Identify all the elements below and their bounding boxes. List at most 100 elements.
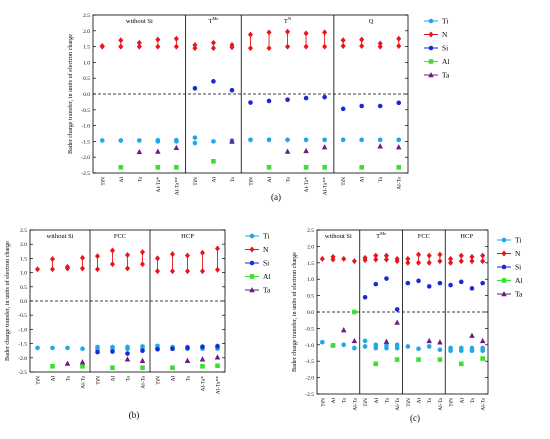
panel-2-point-al (330, 343, 336, 348)
panel-1-ylabel: Bader charge transfer, in units of elect… (4, 241, 11, 361)
panel-0-point-n (247, 45, 254, 52)
panel-0-category-label: Al-Ta** (323, 177, 329, 195)
panel-0-legend-marker-al (428, 59, 434, 64)
panel-1-category-label: Al-Ta (141, 375, 147, 388)
panel-2-point-ti (320, 339, 325, 345)
panel-0-point-ti (100, 137, 105, 143)
panel-2-point-n (480, 258, 486, 265)
panel-0-point-n (266, 45, 272, 52)
panel-0-point-al (396, 165, 402, 170)
panel-1-point-si (140, 348, 145, 354)
panel-2-point-n (383, 252, 389, 259)
panel-0-point-n (396, 35, 402, 42)
panel-0-group-title: TMe (208, 16, 218, 25)
panel-0-point-si (229, 87, 235, 93)
panel-2-legend-marker-al (501, 278, 507, 283)
panel-0-point-ta (321, 144, 328, 150)
panel-2-point-ta (340, 327, 347, 333)
panel-1-point-n (79, 254, 86, 261)
panel-2-point-ti (384, 345, 389, 351)
panel-0-point-n (303, 30, 309, 37)
panel-0-point-si (285, 97, 290, 102)
panel-2-point-ti (405, 343, 411, 349)
panel-0-legend-label-si: Si (442, 44, 448, 53)
panel-1-ytick-label: 1.5 (20, 256, 27, 262)
panel-2-point-n (426, 259, 432, 266)
panel-1-category-label: Ta (186, 375, 192, 381)
panel-1-ytick-label: 0.0 (20, 299, 27, 305)
panel-2-point-ti (448, 348, 453, 354)
panel-0-legend-marker-si (428, 45, 434, 51)
panel-1-ytick-label: 0.5 (20, 285, 27, 291)
panel-2-group-title: without Si (325, 233, 352, 240)
panel-0-point-al (303, 165, 309, 170)
panel-2-category-label: Al (331, 398, 337, 404)
panel-2-legend-label-ta: Ta (515, 290, 523, 299)
panel-0-point-n (266, 29, 272, 36)
panel-2-point-n (394, 258, 400, 265)
panel-2-point-ta (351, 337, 358, 344)
panel-2-point-si (458, 279, 464, 285)
panel-2-category-label: Al-Ta (395, 397, 401, 410)
panel-1-point-n (214, 266, 221, 273)
panel-0-legend-marker-ta (428, 72, 434, 78)
panel-1-point-al (80, 364, 85, 369)
panel-0-point-ti (192, 140, 198, 146)
panel-1-point-n (214, 245, 221, 252)
panel-1-legend-marker-al (249, 274, 255, 279)
panel-0-point-n (192, 42, 198, 49)
panel-0-point-n (377, 43, 383, 50)
panel-1-point-ta (64, 360, 71, 366)
panel-1-point-n (169, 251, 176, 258)
panel-2-legend-label-si: Si (515, 263, 521, 272)
panel-0-point-n (247, 31, 254, 38)
panel-1-point-si (125, 351, 130, 356)
panel-1-category-label: Ta (66, 375, 72, 381)
panel-0-point-n (155, 36, 161, 43)
panel-0-ytick-label: 2.5 (83, 13, 90, 19)
panel-2-point-si (480, 280, 485, 286)
panel-2-point-si (362, 294, 368, 300)
panel-1-legend-label-al: Al (263, 272, 271, 281)
panel-1-point-si (155, 346, 160, 352)
panel-0-category-label: Al (211, 177, 217, 183)
panel-0-panel-label: (a) (271, 192, 281, 202)
panel-0-point-al (155, 165, 161, 170)
panel-1-point-n (109, 247, 116, 254)
panel-0-category-label: TiN (249, 177, 255, 186)
panel-2-point-ti (459, 348, 464, 354)
panel-1-legend-marker-n (249, 246, 255, 253)
panel-2-category-label: Ta (384, 397, 390, 403)
panel-2-point-si (373, 281, 379, 287)
panel-1-point-n (49, 255, 56, 262)
panel-1-point-n (139, 261, 146, 268)
panel-0-point-ta (229, 138, 235, 144)
panel-2-point-n (469, 258, 475, 265)
panel-2-point-n (373, 256, 379, 263)
panel-2-legend-label-n: N (515, 249, 521, 258)
panel-0-legend-label-n: N (442, 30, 448, 39)
panel-1-point-n (154, 268, 161, 275)
panel-0-point-al (174, 165, 179, 170)
panel-0-category-label: Al-Ta** (174, 177, 180, 195)
panel-2-point-al (394, 357, 400, 362)
panel-0-point-n (210, 39, 216, 46)
panel-0-point-ta (303, 147, 309, 154)
panel-1-point-si (95, 349, 100, 355)
panel-2-point-ti (427, 343, 432, 349)
panel-1-ytick-label: -2.5 (18, 370, 27, 376)
panel-0-point-n (396, 42, 402, 49)
panel-2-point-ti (394, 342, 400, 348)
panel-1-ytick-label: -1.5 (18, 342, 27, 348)
panel-2-legend-marker-n (501, 250, 507, 257)
panel-0-point-al (359, 165, 364, 170)
panel-0-point-si (211, 79, 216, 84)
panel-2-point-n (458, 252, 464, 259)
panel-0-category-label: TiN (341, 177, 347, 186)
panel-2-category-label: Al (417, 398, 423, 404)
panel-0-point-al (118, 165, 124, 170)
panel-0-point-n (340, 42, 346, 49)
panel-1-point-si (110, 349, 115, 354)
panel-2-point-ti (341, 342, 346, 348)
panel-1-point-n (34, 266, 41, 273)
